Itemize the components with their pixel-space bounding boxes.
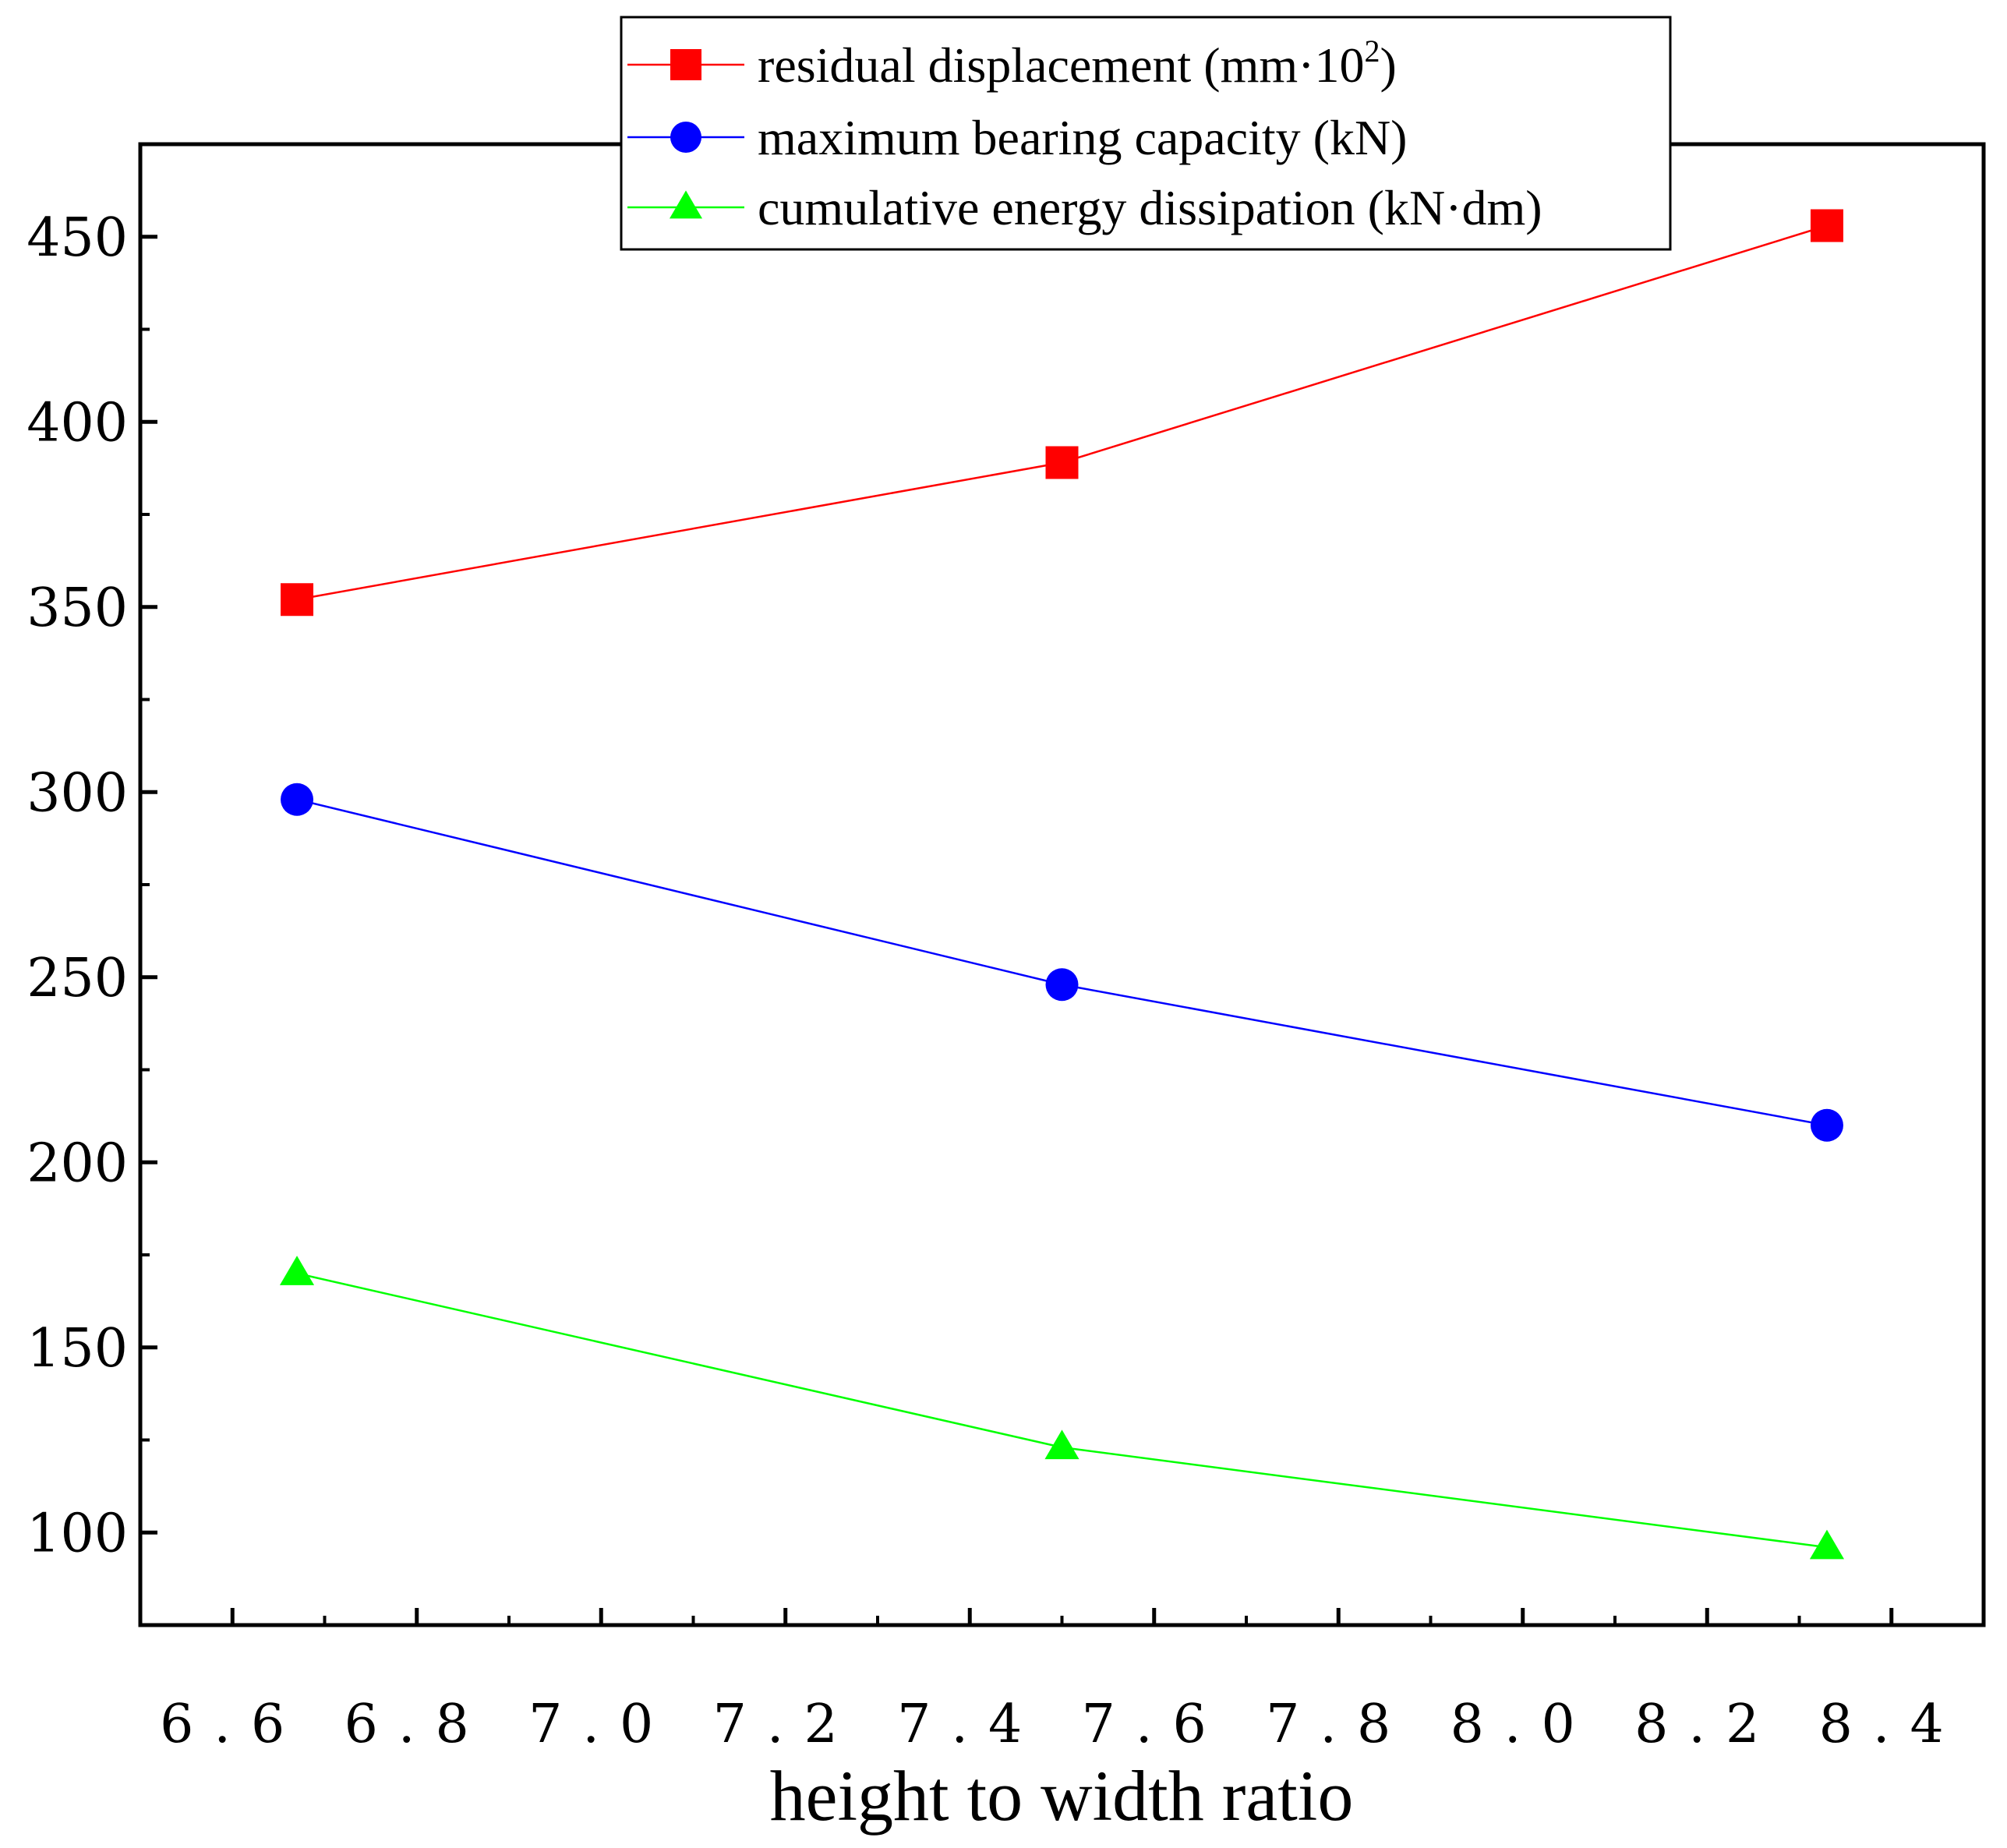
legend-label-tail: ) <box>1380 37 1396 93</box>
data-point <box>279 1256 315 1285</box>
x-axis: 6.6 6.8 7.0 7.2 7.4 7.6 7.8 8.0 8.2 8.4 <box>160 1608 1964 1755</box>
x-tick-label: 7.0 <box>528 1694 673 1755</box>
legend-label-text: cumulative energy dissipation (kN·dm) <box>758 180 1542 235</box>
series-layer <box>279 209 1845 1560</box>
data-point <box>1044 1429 1079 1460</box>
legend-marker <box>670 190 702 219</box>
y-tick-label: 300 <box>27 762 128 824</box>
data-point <box>1810 209 1843 242</box>
y-tick-label: 400 <box>27 392 128 454</box>
x-tick-label: 7.4 <box>897 1694 1042 1755</box>
y-tick-label: 150 <box>27 1318 128 1380</box>
legend-marker <box>670 49 701 80</box>
legend-label-text: maximum bearing capacity (kN) <box>758 110 1407 165</box>
legend: residual displacement (mm·102) maximum be… <box>620 16 1672 251</box>
plot-frame <box>138 142 1986 1627</box>
data-point <box>1045 446 1079 479</box>
series-circle <box>281 783 1843 1142</box>
x-tick-label: 8.2 <box>1634 1694 1779 1755</box>
series-square <box>281 209 1843 617</box>
data-point <box>1809 1529 1845 1560</box>
data-point <box>281 783 314 816</box>
data-point <box>281 583 314 617</box>
legend-marker <box>670 122 701 153</box>
legend-item: cumulative energy dissipation (kN·dm) <box>627 180 1542 235</box>
x-tick-label: 7.6 <box>1082 1694 1227 1755</box>
data-point <box>1045 968 1079 1002</box>
x-tick-label: 6.6 <box>160 1694 305 1755</box>
series-line <box>296 224 1828 601</box>
x-tick-label: 6.8 <box>345 1694 489 1755</box>
y-tick-label: 250 <box>27 948 128 1009</box>
x-axis-title: height to width ratio <box>770 1756 1354 1836</box>
y-tick-label: 200 <box>27 1132 128 1194</box>
x-tick-label: 7.8 <box>1266 1694 1411 1755</box>
legend-item: maximum bearing capacity (kN) <box>627 110 1407 165</box>
legend-label-text: residual displacement (mm·10 <box>758 37 1364 93</box>
data-point <box>1810 1108 1843 1142</box>
series-line <box>296 798 1828 1126</box>
legend-label: maximum bearing capacity (kN) <box>758 110 1407 165</box>
y-tick-label: 350 <box>27 578 128 639</box>
legend-label-superscript: 2 <box>1364 34 1380 69</box>
series-triangle <box>279 1256 1845 1560</box>
legend-item: residual displacement (mm·102) <box>627 34 1397 93</box>
x-tick-label: 8.4 <box>1819 1694 1964 1755</box>
legend-label: cumulative energy dissipation (kN·dm) <box>758 180 1542 235</box>
x-tick-label: 7.2 <box>713 1694 858 1755</box>
series-line <box>296 1272 1828 1549</box>
y-tick-label: 100 <box>27 1503 128 1564</box>
legend-box <box>620 16 1672 251</box>
legend-label: residual displacement (mm·102) <box>758 34 1397 93</box>
x-tick-label: 8.0 <box>1450 1694 1595 1755</box>
y-tick-label: 450 <box>27 207 128 269</box>
y-axis: 100 150 200 250 300 350 400 450 <box>27 207 157 1564</box>
